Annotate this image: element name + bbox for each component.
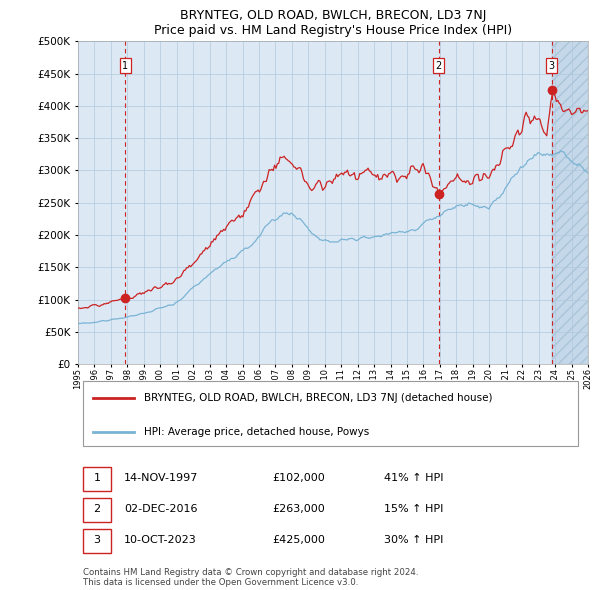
Text: 1: 1	[94, 473, 100, 483]
FancyBboxPatch shape	[83, 467, 111, 491]
Text: HPI: Average price, detached house, Powys: HPI: Average price, detached house, Powy…	[145, 427, 370, 437]
Text: Contains HM Land Registry data © Crown copyright and database right 2024.
This d: Contains HM Land Registry data © Crown c…	[83, 568, 419, 587]
Text: £425,000: £425,000	[272, 535, 325, 545]
Text: 02-DEC-2016: 02-DEC-2016	[124, 504, 197, 514]
Text: 14-NOV-1997: 14-NOV-1997	[124, 473, 198, 483]
Text: 30% ↑ HPI: 30% ↑ HPI	[384, 535, 443, 545]
Text: 3: 3	[94, 535, 100, 545]
Text: £102,000: £102,000	[272, 473, 325, 483]
FancyBboxPatch shape	[83, 498, 111, 522]
Text: 41% ↑ HPI: 41% ↑ HPI	[384, 473, 443, 483]
Text: BRYNTEG, OLD ROAD, BWLCH, BRECON, LD3 7NJ (detached house): BRYNTEG, OLD ROAD, BWLCH, BRECON, LD3 7N…	[145, 393, 493, 403]
Text: 1: 1	[122, 61, 128, 71]
Bar	[551, 41, 588, 364]
Text: 15% ↑ HPI: 15% ↑ HPI	[384, 504, 443, 514]
Title: BRYNTEG, OLD ROAD, BWLCH, BRECON, LD3 7NJ
Price paid vs. HM Land Registry's Hous: BRYNTEG, OLD ROAD, BWLCH, BRECON, LD3 7N…	[154, 9, 512, 37]
FancyBboxPatch shape	[83, 529, 111, 553]
Text: £263,000: £263,000	[272, 504, 325, 514]
Text: 2: 2	[436, 61, 442, 71]
FancyBboxPatch shape	[83, 381, 578, 446]
Text: 10-OCT-2023: 10-OCT-2023	[124, 535, 197, 545]
Text: 2: 2	[94, 504, 100, 514]
Text: 3: 3	[548, 61, 555, 71]
